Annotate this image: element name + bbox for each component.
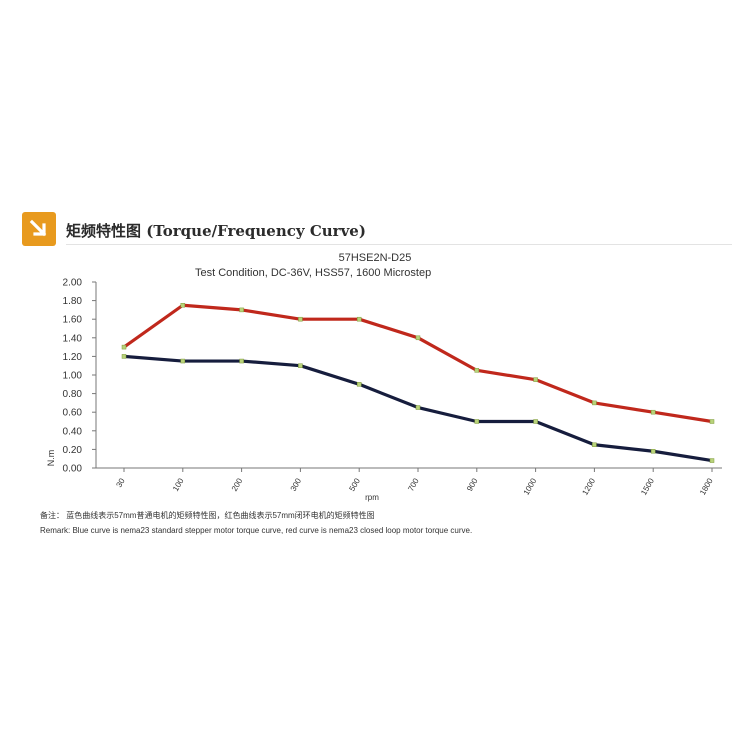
series-2-point — [121, 354, 127, 359]
series-2-point — [709, 458, 715, 463]
series-2-point — [474, 419, 480, 424]
series-1-point — [709, 419, 715, 424]
section-header: 矩频特性图 (Torque/Frequency Curve) — [22, 212, 732, 248]
x-tick-label: 1800 — [698, 476, 715, 496]
y-tick-label: 0.20 — [63, 445, 83, 456]
chart-subtitle: Test Condition, DC-36V, HSS57, 1600 Micr… — [195, 267, 432, 279]
arrow-down-right-icon — [22, 212, 56, 246]
series-1-point — [298, 316, 303, 322]
y-axis-label: N.m — [46, 450, 56, 467]
torque-frequency-chart: 0.00 0.20 0.40 0.60 0.80 1.00 1.20 1.40 1.60 1.80… — [46, 278, 722, 502]
series-1-point — [474, 368, 480, 373]
series-2-point — [356, 382, 362, 387]
section-title: 矩频特性图 (Torque/Frequency Curve) — [66, 222, 366, 240]
series-2-point — [180, 358, 186, 364]
x-tick-label: 30 — [114, 476, 127, 489]
remark-chinese: 备注： 蓝色曲线表示57mm普通电机的矩频特性图，红色曲线表示57mm闭环电机的… — [40, 511, 375, 520]
y-tick-label: 0.00 — [63, 464, 83, 475]
remark-english: Remark: Blue curve is nema23 standard st… — [40, 526, 473, 535]
series-layer — [121, 303, 715, 463]
x-tick-label: 300 — [289, 476, 304, 493]
y-axis: 0.00 0.20 0.40 0.60 0.80 1.00 1.20 1.40 1.60 1.80… — [63, 278, 97, 475]
series-2-point — [650, 449, 656, 454]
y-tick-label: 0.80 — [63, 389, 83, 400]
x-tick-label: 700 — [406, 476, 421, 493]
x-tick-label: 1000 — [522, 476, 539, 496]
series-1-point — [356, 316, 362, 322]
x-tick-label: 1200 — [580, 476, 597, 496]
x-tick-label: 900 — [465, 476, 480, 493]
x-tick-label: 1500 — [639, 476, 656, 496]
y-tick-label: 1.00 — [63, 371, 83, 382]
x-axis-label: rpm — [365, 493, 379, 502]
series-2-point — [239, 358, 244, 364]
series-1-point — [592, 400, 597, 406]
series-2-point — [298, 363, 303, 368]
series-line-1 — [122, 303, 714, 424]
series-2-point — [533, 419, 538, 424]
divider — [66, 244, 732, 245]
y-tick-label: 0.60 — [63, 408, 83, 419]
y-tick-label: 2.00 — [63, 278, 83, 289]
series-1-point — [121, 344, 127, 350]
series-1-point — [533, 377, 538, 382]
y-tick-label: 0.40 — [63, 426, 83, 437]
series-2-point — [592, 442, 597, 447]
x-tick-label: 500 — [347, 476, 362, 493]
x-tick-label: 100 — [171, 476, 186, 493]
x-tick-label: 200 — [230, 476, 245, 493]
y-tick-label: 1.80 — [63, 296, 83, 307]
series-1-point — [415, 335, 421, 341]
y-tick-label: 1.60 — [63, 315, 83, 326]
series-2-point — [415, 405, 421, 410]
series-1-point — [650, 409, 656, 415]
series-1-point — [180, 303, 186, 308]
series-1-point — [239, 307, 244, 313]
y-tick-label: 1.40 — [63, 333, 83, 344]
chart-title: 57HSE2N-D25 — [338, 252, 412, 264]
y-tick-label: 1.20 — [63, 352, 83, 363]
x-axis: 30 100 200 300 500 700 900 1000 1200 1500 1800 — [96, 467, 722, 497]
